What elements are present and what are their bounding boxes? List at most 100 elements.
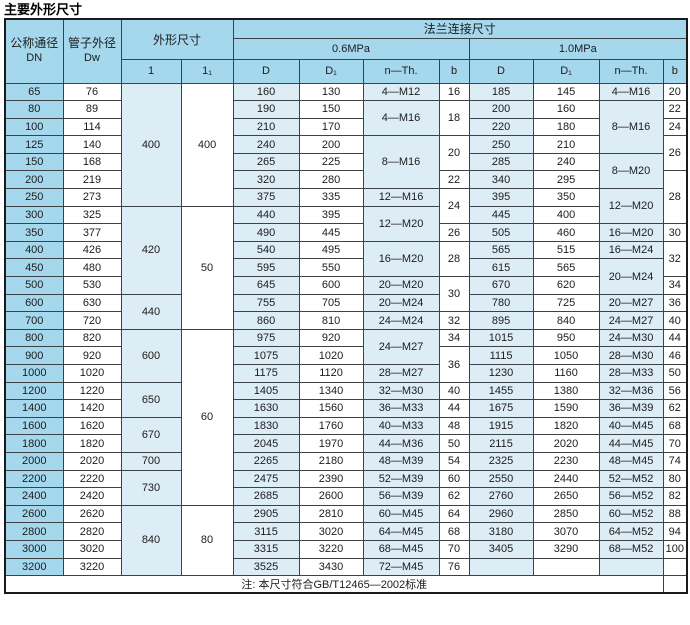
cell-dw: 426 <box>62 240 122 260</box>
cell-d1-06: 2390 <box>298 469 364 489</box>
cell-d-06: 1175 <box>232 364 300 383</box>
table-row: 200 219 320 280 22 340 295 28 <box>4 170 688 225</box>
cell-d-10: 445 <box>468 205 534 225</box>
pressure-06mpa-header: 0.6MPa <box>232 37 470 60</box>
cell-dw: 530 <box>62 276 122 295</box>
cell-d-06: 2475 <box>232 469 300 489</box>
cell-d1-10: 460 <box>532 223 600 242</box>
cell-b-10: 28 <box>662 170 688 225</box>
cell-b-10: 56 <box>662 381 688 401</box>
cell-d1-06: 1120 <box>298 364 364 383</box>
cell-dw: 140 <box>62 135 122 154</box>
table-row: 300 325 420 50 440 395 12—M20 445 400 <box>4 205 687 330</box>
cell-b-10: 68 <box>662 416 688 436</box>
table-row: 2000 2020 700 2265 2180 48—M39 54 2325 2230 48—M4… <box>4 451 688 471</box>
cell-dn: 900 <box>4 346 64 365</box>
cell-b-06: 76 <box>438 557 470 577</box>
cell-dw: 480 <box>62 258 122 278</box>
cell-d1-06: 1560 <box>298 399 364 418</box>
table-row: 3000 3020 3315 3220 68—M45 70 3405 3290 68—M52 10… <box>4 539 688 559</box>
cell-nth-10: 40—M45 <box>598 416 664 436</box>
cell-d-10: 285 <box>468 152 534 172</box>
standard-note: 注: 本尺寸符合GB/T12465—2002标准 <box>4 575 664 594</box>
cell-b-10 <box>662 557 688 577</box>
col-l1-header: 1₁ <box>180 58 234 84</box>
cell-d-06: 2045 <box>232 434 300 453</box>
cell-d-10: 615 <box>468 258 534 278</box>
cell-d-10: 3405 <box>468 539 534 559</box>
cell-d1-06: 2180 <box>298 451 364 471</box>
cell-dn: 2400 <box>4 487 64 506</box>
col-l-header: 1 <box>120 58 182 84</box>
cell-nth-06: 56—M39 <box>362 487 440 506</box>
cell-b-10: 40 <box>662 311 688 330</box>
col-dn-header: 公称通径 DN <box>4 18 64 84</box>
col-dw-label: 管子外径 <box>67 36 116 51</box>
cell-nth-10: 8—M16 <box>598 100 664 154</box>
cell-dn: 1000 <box>4 364 64 383</box>
cell-d-10: 3180 <box>468 522 534 541</box>
cell-d-06: 1630 <box>232 399 300 418</box>
cell-b-10: 26 <box>662 135 688 172</box>
cell-b-06: 44 <box>438 399 470 418</box>
cell-dn: 200 <box>4 170 64 190</box>
cell-dn: 2200 <box>4 469 64 489</box>
cell-dw: 820 <box>62 328 122 348</box>
cell-nth-06: 4—M16 <box>362 100 440 137</box>
cell-nth-06: 20—M24 <box>362 293 440 313</box>
cell-b-10: 34 <box>662 276 688 295</box>
cell-d-10 <box>468 557 534 577</box>
cell-dn: 250 <box>4 188 64 207</box>
cell-d-06: 540 <box>232 240 300 260</box>
cell-d-06: 860 <box>232 311 300 330</box>
cell-nth-06: 12—M20 <box>362 205 440 242</box>
col-dn-sublabel: DN <box>26 52 43 65</box>
cell-b-06: 26 <box>438 223 470 242</box>
cell-d-10: 200 <box>468 100 534 119</box>
cell-d-06: 645 <box>232 276 300 295</box>
cell-dw: 3220 <box>62 557 122 577</box>
col-dw-sublabel: Dw <box>84 52 100 65</box>
cell-nth-06: 12—M16 <box>362 188 440 207</box>
table-row: 1600 1620 670 1830 1760 40—M33 48 1915 1820 40—M4… <box>4 416 688 453</box>
cell-b-10: 44 <box>662 328 688 348</box>
cell-nth-10: 52—M52 <box>598 469 664 489</box>
cell-dn: 65 <box>4 82 64 102</box>
cell-dn: 125 <box>4 135 64 154</box>
table-row: 2600 2620 840 80 2905 2810 60—M45 64 2960 2850 60—… <box>4 504 688 577</box>
cell-b-06: 70 <box>438 539 470 559</box>
cell-dw: 377 <box>62 223 122 242</box>
cell-dw: 114 <box>62 117 122 137</box>
cell-d1-06: 1970 <box>298 434 364 453</box>
table-row: 350 377 490 445 26 505 460 16—M20 30 <box>4 223 688 242</box>
cell-nth-10: 12—M20 <box>598 188 664 225</box>
cell-dn: 80 <box>4 100 64 119</box>
cell-b-10: 30 <box>662 223 688 242</box>
cell-nth-10: 36—M39 <box>598 399 664 418</box>
cell-dw: 89 <box>62 100 122 119</box>
cell-d-10: 1675 <box>468 399 534 418</box>
col-nth-06-header: n—Th. <box>362 58 440 84</box>
cell-nth-10: 64—M52 <box>598 522 664 541</box>
cell-d1-06: 170 <box>298 117 364 137</box>
cell-d-06: 320 <box>232 170 300 190</box>
cell-l: 670 <box>120 416 182 453</box>
cell-d-10: 2550 <box>468 469 534 489</box>
cell-d-10: 185 <box>468 82 534 102</box>
cell-dw: 3020 <box>62 539 122 559</box>
outline-dims-header: 外形尺寸 <box>120 18 234 60</box>
cell-d1-10: 350 <box>532 188 600 207</box>
cell-l: 400 <box>120 82 182 207</box>
col-nth-10-header: n—Th. <box>598 58 664 84</box>
cell-nth-06: 24—M24 <box>362 311 440 330</box>
table-row: 1800 1820 2045 1970 44—M36 50 2115 2020 44—M45 70 <box>4 434 688 453</box>
cell-dn: 1800 <box>4 434 64 453</box>
cell-l1: 50 <box>180 205 234 330</box>
cell-dn: 3200 <box>4 557 64 577</box>
cell-b-06: 54 <box>438 451 470 471</box>
cell-d-10: 1915 <box>468 416 534 436</box>
cell-d-10: 670 <box>468 276 534 295</box>
cell-nth-10: 16—M20 <box>598 223 664 242</box>
cell-d1-06: 1340 <box>298 381 364 401</box>
cell-d1-06: 810 <box>298 311 364 330</box>
